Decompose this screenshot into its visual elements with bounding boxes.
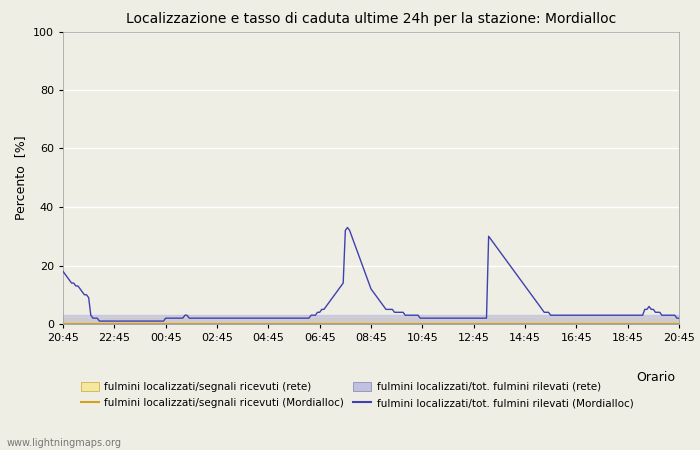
Legend: fulmini localizzati/segnali ricevuti (rete), fulmini localizzati/segnali ricevut: fulmini localizzati/segnali ricevuti (re… (80, 382, 634, 408)
Text: Orario: Orario (636, 371, 676, 384)
Title: Localizzazione e tasso di caduta ultime 24h per la stazione: Mordialloc: Localizzazione e tasso di caduta ultime … (126, 12, 616, 26)
Y-axis label: Percento  [%]: Percento [%] (15, 135, 27, 220)
Text: www.lightningmaps.org: www.lightningmaps.org (7, 438, 122, 448)
